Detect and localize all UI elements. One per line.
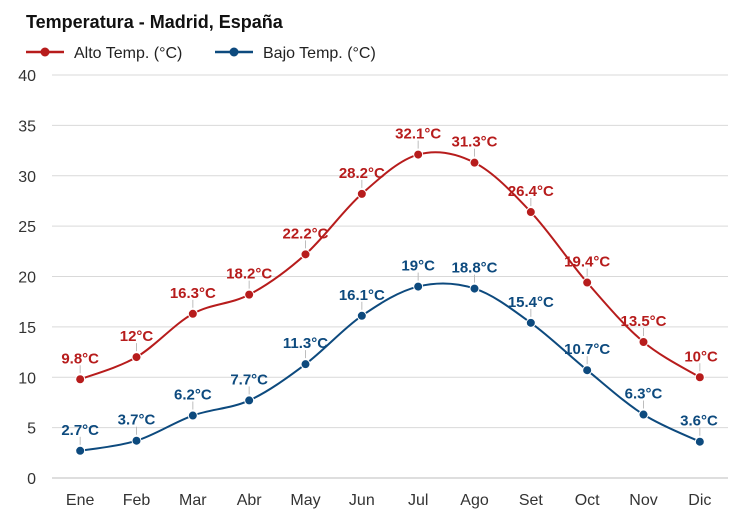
data-label: 7.7°C (230, 371, 268, 388)
data-point[interactable] (356, 188, 367, 199)
data-label: 16.3°C (170, 285, 216, 302)
x-tick-label: Ago (460, 492, 489, 509)
data-label: 12°C (120, 328, 154, 345)
data-point[interactable] (582, 277, 593, 288)
x-tick-label: Set (519, 492, 544, 509)
data-label: 10°C (684, 348, 718, 365)
legend: Alto Temp. (°C) Bajo Temp. (°C) (26, 45, 376, 62)
data-point[interactable] (469, 157, 480, 168)
data-labels: 9.8°C 12°C 16.3°C 18.2°C 22.2°C 28.2°C 32.1°C 3… (61, 126, 718, 445)
x-tick-label: Ene (66, 492, 95, 509)
x-tick-label: Dic (688, 492, 711, 509)
series-points (75, 149, 705, 456)
data-point[interactable] (525, 207, 536, 218)
data-point[interactable] (638, 409, 649, 420)
y-tick-label: 10 (18, 370, 36, 387)
y-tick-label: 25 (18, 219, 36, 236)
data-point[interactable] (413, 281, 424, 292)
y-axis: 0 5 10 15 20 25 30 35 40 (18, 68, 36, 488)
chart-title: Temperatura - Madrid, España (26, 12, 284, 32)
data-point[interactable] (75, 445, 86, 456)
x-tick-label: Mar (179, 492, 207, 509)
data-label: 16.1°C (339, 287, 385, 304)
data-point[interactable] (638, 336, 649, 347)
data-label: 3.7°C (118, 412, 156, 429)
x-tick-label: Feb (123, 492, 151, 509)
data-label: 13.5°C (620, 313, 666, 330)
data-point[interactable] (356, 310, 367, 321)
y-tick-label: 15 (18, 320, 36, 337)
data-point[interactable] (300, 359, 311, 370)
data-point[interactable] (187, 308, 198, 319)
x-tick-label: May (290, 492, 320, 509)
y-tick-label: 5 (27, 421, 36, 438)
data-point[interactable] (131, 352, 142, 363)
legend-label: Alto Temp. (°C) (74, 45, 182, 62)
data-point[interactable] (694, 436, 705, 447)
data-label: 19.4°C (564, 254, 610, 271)
data-label: 2.7°C (61, 422, 99, 439)
x-tick-label: Jun (349, 492, 375, 509)
x-tick-label: Oct (575, 492, 600, 509)
data-point[interactable] (131, 435, 142, 446)
data-point[interactable] (244, 289, 255, 300)
data-label: 6.3°C (625, 386, 663, 403)
data-label: 6.2°C (174, 387, 212, 404)
data-point[interactable] (694, 372, 705, 383)
x-tick-label: Jul (408, 492, 428, 509)
data-label: 32.1°C (395, 126, 441, 143)
data-label: 31.3°C (451, 134, 497, 151)
data-label: 18.2°C (226, 266, 272, 283)
x-tick-label: Nov (629, 492, 657, 509)
legend-item[interactable]: Bajo Temp. (°C) (215, 45, 376, 62)
data-label: 11.3°C (283, 335, 328, 352)
data-point[interactable] (469, 283, 480, 294)
data-point[interactable] (75, 374, 86, 385)
data-label: 3.6°C (680, 413, 718, 430)
data-label: 9.8°C (61, 350, 99, 367)
data-label: 18.8°C (451, 260, 497, 277)
y-tick-label: 0 (27, 471, 36, 488)
legend-swatch-marker (40, 47, 50, 57)
data-label: 15.4°C (508, 294, 554, 311)
series-line-bajo (79, 282, 701, 452)
data-point[interactable] (413, 149, 424, 160)
legend-swatch-marker (229, 47, 239, 57)
data-point[interactable] (525, 317, 536, 328)
data-label: 26.4°C (508, 183, 554, 200)
data-point[interactable] (244, 395, 255, 406)
data-point[interactable] (582, 365, 593, 376)
y-tick-label: 30 (18, 169, 36, 186)
x-tick-label: Abr (237, 492, 263, 509)
data-label: 22.2°C (282, 225, 328, 242)
y-tick-label: 35 (18, 118, 36, 135)
data-label: 10.7°C (564, 341, 610, 358)
data-label: 19°C (401, 258, 435, 275)
x-axis: Ene Feb Mar Abr May Jun Jul Ago Set Oct Nov Dic (66, 492, 711, 509)
legend-label: Bajo Temp. (°C) (263, 45, 376, 62)
y-tick-label: 40 (18, 68, 36, 85)
data-label: 28.2°C (339, 165, 385, 182)
legend-item[interactable]: Alto Temp. (°C) (26, 45, 182, 62)
y-tick-label: 20 (18, 270, 36, 287)
data-point[interactable] (300, 249, 311, 260)
data-point[interactable] (187, 410, 198, 421)
